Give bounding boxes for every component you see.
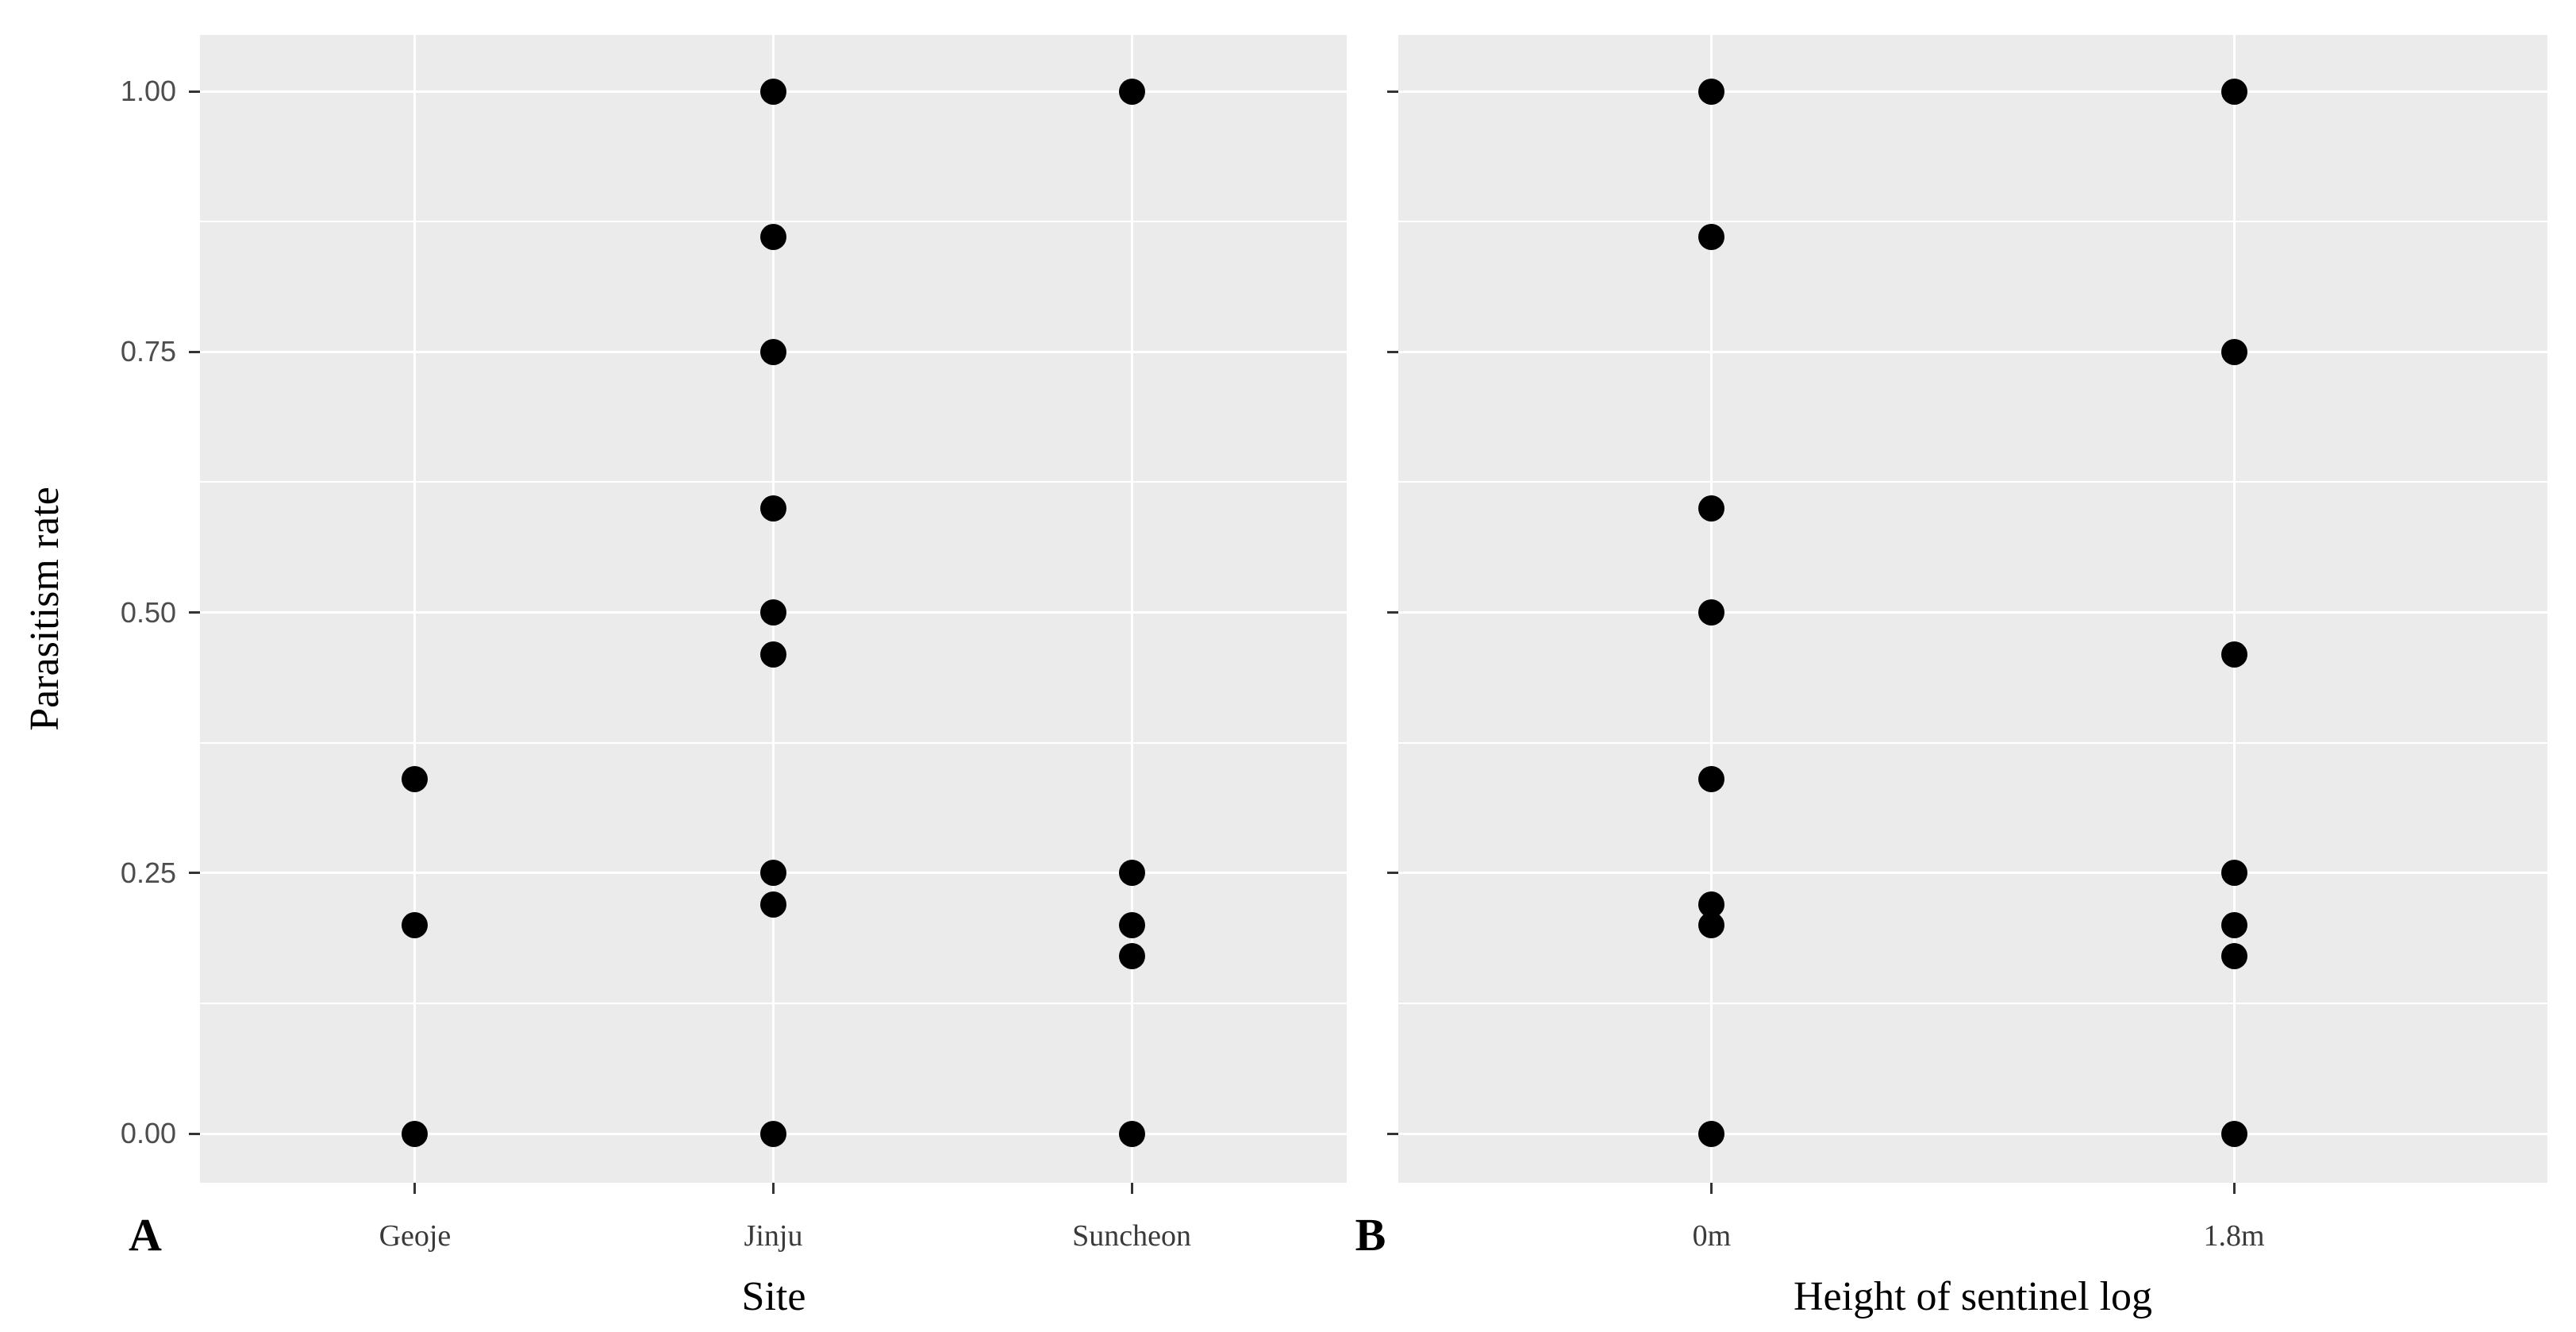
data-point [402, 1120, 429, 1147]
data-point [2220, 943, 2247, 970]
x-tick-label: 1.8m [2203, 1219, 2265, 1253]
y-tick-mark [1387, 350, 1398, 353]
data-point [760, 1120, 786, 1147]
panel-b-x-axis-title: Height of sentinel log [1793, 1274, 2153, 1319]
data-point [2220, 911, 2247, 938]
data-point [2220, 338, 2247, 365]
data-point [760, 599, 786, 626]
data-point [1118, 78, 1145, 105]
data-point [1698, 599, 1725, 626]
x-tick-label: Jinju [744, 1219, 803, 1253]
x-tick-label: 0m [1692, 1219, 1732, 1253]
category-gridline [2232, 35, 2236, 1183]
x-tick-mark [413, 1183, 417, 1194]
y-tick-mark [189, 350, 200, 353]
y-tick-mark [1387, 1132, 1398, 1135]
data-point [402, 766, 429, 793]
data-point [2220, 860, 2247, 887]
x-tick-mark [2232, 1183, 2236, 1194]
data-point [1698, 224, 1725, 251]
data-point [402, 911, 429, 938]
y-major-gridline [1398, 350, 2547, 353]
x-tick-mark [1130, 1183, 1133, 1194]
data-point [2220, 78, 2247, 105]
x-tick-label: Suncheon [1072, 1219, 1191, 1253]
data-point [1698, 766, 1725, 793]
y-minor-gridline [1398, 1002, 2547, 1004]
y-tick-mark [189, 611, 200, 614]
y-major-gridline [1398, 90, 2547, 93]
data-point [760, 860, 786, 887]
y-minor-gridline [1398, 481, 2547, 483]
y-tick-label: 1.00 [120, 75, 176, 107]
data-point [2220, 1120, 2247, 1147]
data-point [760, 78, 786, 105]
y-tick-label: 0.25 [120, 856, 176, 889]
panel-b-label: B [1355, 1209, 1386, 1261]
data-point [2220, 641, 2247, 668]
x-tick-mark [1710, 1183, 1713, 1194]
x-tick-label: Geoje [379, 1219, 452, 1253]
y-minor-gridline [1398, 741, 2547, 744]
y-tick-mark [1387, 90, 1398, 93]
y-major-gridline [1398, 611, 2547, 614]
data-point [1118, 911, 1145, 938]
panel-b-plot-area [1398, 35, 2547, 1183]
category-gridline [1130, 35, 1133, 1183]
y-tick-label: 0.00 [120, 1117, 176, 1149]
y-tick-mark [189, 872, 200, 875]
panel-a-x-axis-title: Site [741, 1274, 806, 1319]
y-tick-mark [189, 90, 200, 93]
panel-a-label: A [129, 1209, 162, 1261]
data-point [1698, 911, 1725, 938]
y-tick-mark [1387, 872, 1398, 875]
data-point [1118, 860, 1145, 887]
data-point [760, 224, 786, 251]
data-point [1698, 78, 1725, 105]
y-tick-mark [189, 1132, 200, 1135]
y-major-gridline [1398, 872, 2547, 875]
data-point [760, 495, 786, 522]
data-point [760, 338, 786, 365]
y-tick-label: 0.50 [120, 595, 176, 629]
data-point [1698, 1120, 1725, 1147]
data-point [1698, 495, 1725, 522]
data-point [1118, 1120, 1145, 1147]
x-tick-mark [772, 1183, 775, 1194]
data-point [760, 891, 786, 918]
data-point [1118, 943, 1145, 970]
panel-a-plot-area [200, 35, 1347, 1183]
y-tick-mark [1387, 611, 1398, 614]
category-gridline [413, 35, 417, 1183]
y-minor-gridline [1398, 221, 2547, 223]
y-tick-label: 0.75 [120, 335, 176, 368]
data-point [760, 641, 786, 668]
y-major-gridline [1398, 1132, 2547, 1135]
